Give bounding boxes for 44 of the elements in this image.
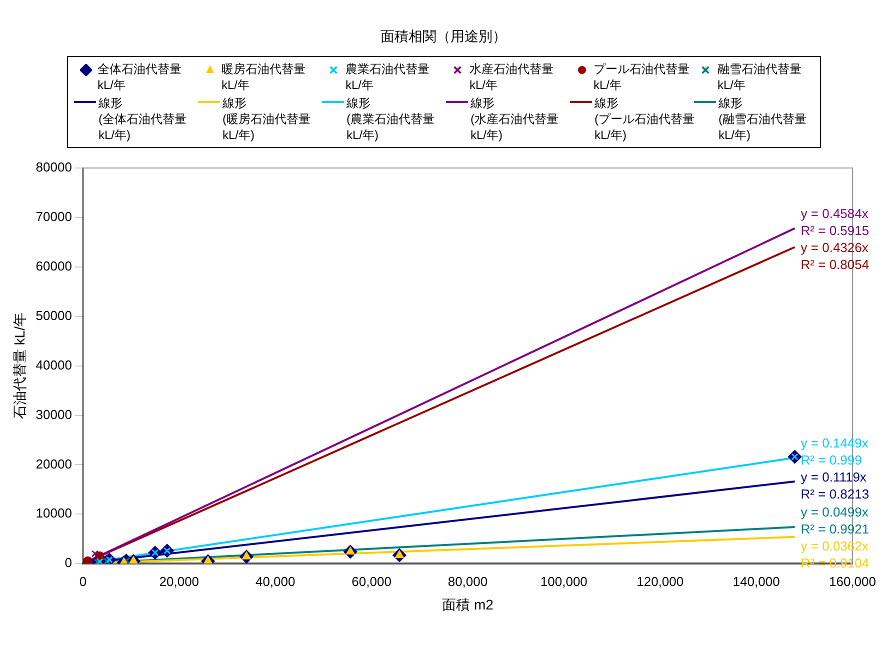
legend-label: プール石油代替量 kL/年 (594, 61, 690, 93)
legend-label: 線形(融雪石油代替量 kL/年) (718, 95, 808, 143)
chart-title: 面積相関（用途別） (380, 27, 508, 46)
legend-label: 全体石油代替量 kL/年 (98, 61, 182, 93)
x-tick-label: 40,000 (255, 574, 296, 589)
y-tick-label: 60000 (36, 258, 72, 274)
legend-label: 融雪石油代替量 kL/年 (718, 61, 802, 93)
annotation: y = 0.0499x (800, 504, 869, 520)
annotation: R² = 0.999 (800, 452, 862, 468)
annotation: R² = 0.8054 (800, 256, 870, 272)
annotation: y = 0.0362x (800, 538, 869, 554)
legend-label: 線形(全体石油代替量 kL/年) (98, 95, 188, 143)
annotation: R² = 0.9921 (800, 522, 870, 537)
annotation: R² = 0.8213 (800, 486, 870, 502)
x-tick-label: 160,000 (829, 574, 876, 589)
y-tick-label: 80000 (36, 160, 72, 175)
legend-label: 暖房石油代替量 kL/年 (222, 61, 306, 93)
annotation: R² = 0.5915 (800, 222, 870, 238)
x-axis-title: 面積 m2 (442, 596, 494, 612)
legend-label: 農業石油代替量 kL/年 (346, 61, 430, 93)
annotation: y = 0.4326x (800, 240, 869, 255)
legend-label: 線形(プール石油代替量 kL/年) (594, 95, 694, 143)
y-tick-label: 20000 (36, 456, 72, 472)
legend-label: 線形(水産石油代替量 kL/年) (470, 95, 560, 143)
y-tick-label: 70000 (36, 209, 72, 224)
y-tick-label: 10000 (36, 506, 72, 521)
x-tick-label: 100,000 (540, 574, 588, 589)
annotation: y = 0.1119x (800, 469, 867, 484)
legend-label: 線形(農業石油代替量 kL/年) (346, 95, 436, 143)
y-tick-label: 0 (64, 555, 72, 570)
y-axis-title: 石油代替量 kL/年 (11, 312, 28, 420)
x-tick-label: 60,000 (352, 574, 392, 589)
y-tick-label: 50000 (36, 308, 72, 323)
x-tick-label: 20,000 (159, 574, 200, 589)
x-tick-label: 0 (79, 574, 87, 589)
y-tick-label: 30000 (36, 406, 72, 422)
annotation: y = 0.1449x (800, 435, 869, 450)
x-tick-label: 140,000 (732, 574, 780, 589)
annotation: y = 0.4584x (800, 206, 869, 221)
y-tick-label: 40000 (36, 357, 72, 372)
legend-label: 線形(暖房石油代替量 kL/年) (222, 95, 312, 143)
x-tick-label: 120,000 (636, 574, 684, 589)
legend-label: 水産石油代替量 kL/年 (470, 61, 554, 93)
x-tick-label: 80,000 (448, 574, 488, 589)
